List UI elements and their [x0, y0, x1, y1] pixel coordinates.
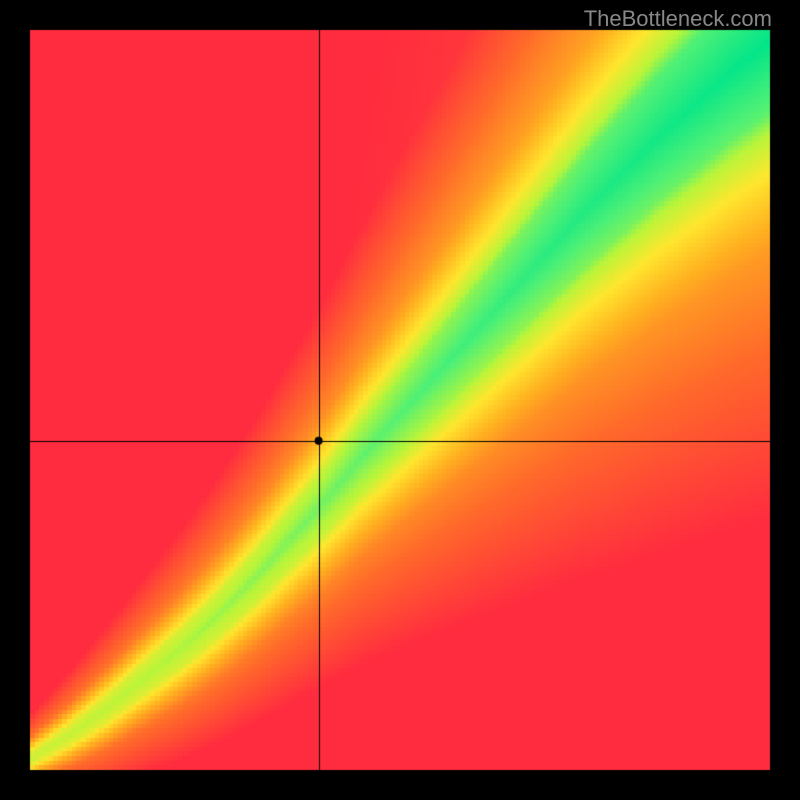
- watermark-text: TheBottleneck.com: [584, 6, 772, 32]
- bottleneck-heatmap: [0, 0, 800, 800]
